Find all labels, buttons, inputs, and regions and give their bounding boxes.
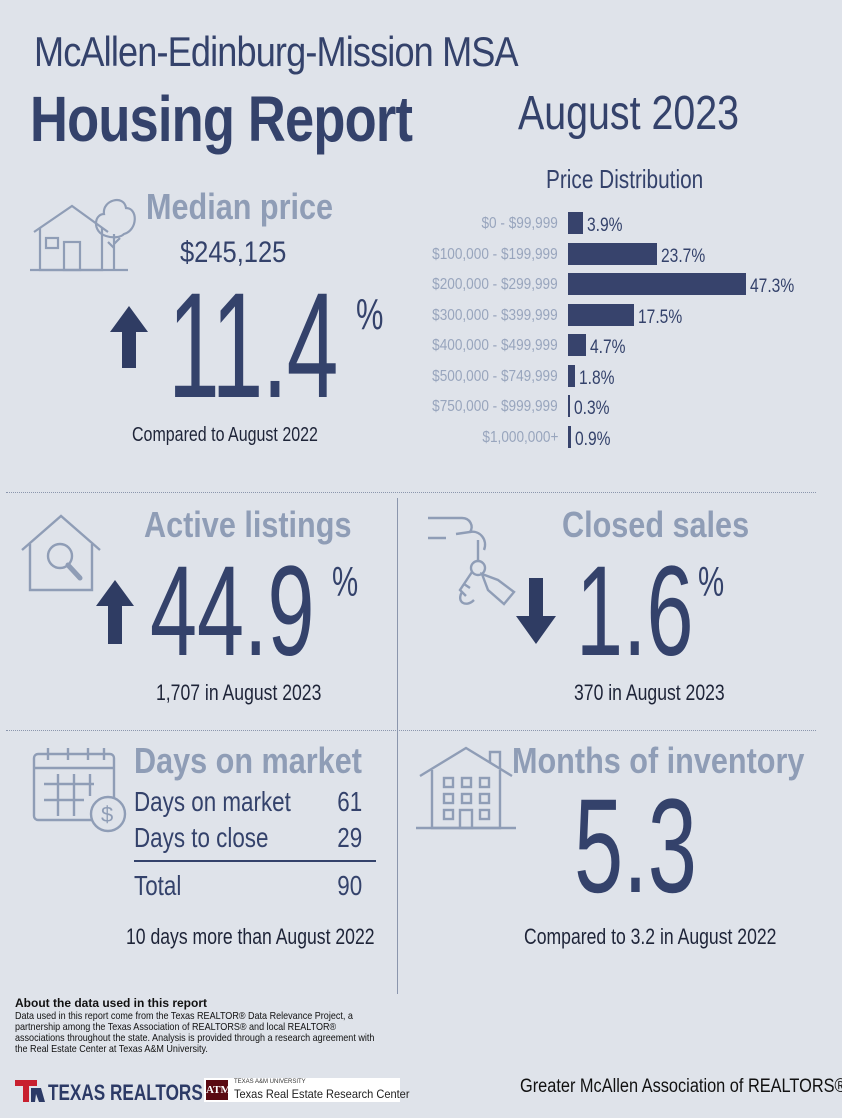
price-distribution-chart: $0 - $99,999 3.9% $100,000 - $199,999 23.7%… xyxy=(400,210,820,450)
active-listings-percent: 44.9 xyxy=(150,540,315,683)
dom-total-value: 90 xyxy=(337,870,362,901)
dist-row: $500,000 - $749,999 1.8% xyxy=(400,363,820,393)
median-price-label: Median price xyxy=(146,186,334,227)
hand-keys-icon xyxy=(428,516,516,606)
days-on-market-label: Days on market xyxy=(134,740,362,781)
dist-category-label: $750,000 - $999,999 xyxy=(432,398,558,415)
dist-bar xyxy=(568,395,570,417)
median-compare-text: Compared to August 2022 xyxy=(132,424,318,446)
divider xyxy=(6,492,816,493)
calendar-dollar-icon: $ xyxy=(32,748,127,833)
about-title: About the data used in this report xyxy=(15,996,208,1010)
dom-row-value: 29 xyxy=(337,822,362,853)
dist-category-label: $100,000 - $199,999 xyxy=(432,245,558,263)
active-listings-label: Active listings xyxy=(144,504,352,545)
dist-category-label: $1,000,000+ xyxy=(481,428,558,446)
tamu-mark-icon: ATM xyxy=(206,1080,231,1100)
dist-bar xyxy=(568,242,658,265)
dom-row-total: Total 90 xyxy=(134,870,374,904)
dist-value-label: 3.9% xyxy=(586,215,623,236)
dist-category-label: $300,000 - $399,999 xyxy=(432,306,558,324)
dist-row: $300,000 - $399,999 17.5% xyxy=(400,302,820,332)
divider xyxy=(6,730,816,731)
dom-row-value: 61 xyxy=(337,786,362,817)
house-search-icon xyxy=(21,514,101,592)
dist-category-label: $400,000 - $499,999 xyxy=(432,337,558,354)
dom-row-days-to-close: Days to close 29 xyxy=(134,822,374,856)
dist-row: $0 - $99,999 3.9% xyxy=(400,210,820,240)
dist-value-label: 4.7% xyxy=(589,337,626,358)
dist-bar xyxy=(568,212,583,234)
dom-compare-text: 10 days more than August 2022 xyxy=(126,924,375,949)
svg-text:$: $ xyxy=(101,802,113,827)
closed-sales-count: 370 in August 2023 xyxy=(574,680,725,705)
arrow-up-icon xyxy=(96,580,134,644)
arrow-down-icon xyxy=(516,578,556,644)
dist-row: $200,000 - $299,999 47.3% xyxy=(400,271,820,301)
dom-row-label: Days to close xyxy=(134,822,269,853)
closed-percent-sign: % xyxy=(698,558,725,605)
dist-bar xyxy=(568,334,586,356)
texas-realtors-logo-text: TEXAS REALTORS xyxy=(48,1080,203,1105)
closed-sales-label: Closed sales xyxy=(562,504,750,545)
dist-row: $400,000 - $499,999 4.7% xyxy=(400,332,820,362)
dist-bar xyxy=(568,364,575,387)
building-icon xyxy=(416,746,516,830)
dist-bar xyxy=(568,273,746,295)
dist-row: $750,000 - $999,999 0.3% xyxy=(400,393,820,423)
dom-row-days-on-market: Days on market 61 xyxy=(134,786,374,820)
median-price-value: $245,125 xyxy=(180,236,287,269)
dist-row: $1,000,000+ 0.9% xyxy=(400,424,820,454)
total-divider xyxy=(134,860,376,862)
dist-value-label: 17.5% xyxy=(637,306,683,328)
dist-bar xyxy=(568,303,634,326)
median-percent-sign: % xyxy=(356,290,384,339)
dist-value-label: 0.9% xyxy=(575,428,611,450)
msa-title: McAllen-Edinburg-Mission MSA xyxy=(34,28,519,75)
report-month: August 2023 xyxy=(518,87,740,140)
report-title: Housing Report xyxy=(30,83,413,155)
active-percent-sign: % xyxy=(332,558,359,605)
closed-sales-percent: 1.6 xyxy=(576,540,694,683)
dist-row: $100,000 - $199,999 23.7% xyxy=(400,241,820,271)
tamu-center-name: Texas Real Estate Research Center xyxy=(234,1087,410,1101)
median-change-percent: 11.4 xyxy=(168,261,338,429)
dom-row-label: Days on market xyxy=(134,786,291,817)
dom-total-label: Total xyxy=(134,870,182,901)
active-listings-count: 1,707 in August 2023 xyxy=(156,680,322,705)
months-of-inventory-label: Months of inventory xyxy=(512,740,805,781)
moi-compare-text: Compared to 3.2 in August 2022 xyxy=(524,924,777,949)
house-tree-icon xyxy=(30,198,136,272)
about-body: Data used in this report come from the T… xyxy=(15,1010,375,1055)
dist-category-label: $0 - $99,999 xyxy=(481,215,558,232)
dist-value-label: 23.7% xyxy=(661,245,706,267)
arrow-up-icon xyxy=(110,306,148,368)
dist-category-label: $500,000 - $749,999 xyxy=(432,367,558,385)
tamu-small-text: TEXAS A&M UNIVERSITY xyxy=(234,1079,306,1085)
dist-category-label: $200,000 - $299,999 xyxy=(432,276,558,293)
dist-value-label: 47.3% xyxy=(750,276,795,297)
months-of-inventory-value: 5.3 xyxy=(574,772,697,921)
dist-bar xyxy=(568,425,572,448)
texas-realtors-logo-icon xyxy=(15,1080,45,1102)
tamu-logo: ATM TEXAS A&M UNIVERSITY Texas Real Esta… xyxy=(204,1078,410,1102)
dist-value-label: 0.3% xyxy=(574,398,610,419)
dist-value-label: 1.8% xyxy=(578,367,615,389)
divider xyxy=(397,498,398,994)
association-name: Greater McAllen Association of REALTORS® xyxy=(520,1076,842,1097)
price-distribution-title: Price Distribution xyxy=(546,164,704,194)
